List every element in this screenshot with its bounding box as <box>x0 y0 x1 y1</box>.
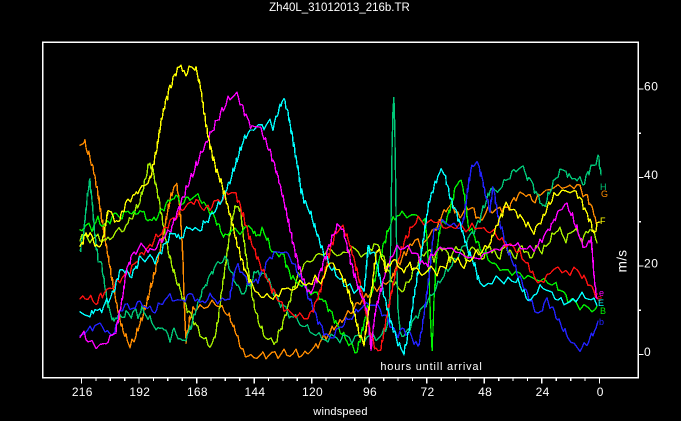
svg-text:0: 0 <box>597 385 604 399</box>
svg-text:192: 192 <box>129 385 150 399</box>
svg-text:E: E <box>598 298 604 308</box>
svg-text:F: F <box>600 216 606 226</box>
svg-text:Zh40L_31012013_216b.TR: Zh40L_31012013_216b.TR <box>269 2 410 14</box>
svg-text:B: B <box>600 306 606 316</box>
svg-text:windspeed: windspeed <box>312 406 367 418</box>
svg-text:b: b <box>599 317 604 327</box>
svg-text:H: H <box>600 182 607 192</box>
svg-text:hours untill arrival: hours untill arrival <box>380 361 482 373</box>
svg-text:168: 168 <box>187 385 208 399</box>
svg-text:72: 72 <box>421 385 435 399</box>
svg-text:m/s: m/s <box>615 250 630 273</box>
svg-text:120: 120 <box>302 385 323 399</box>
svg-text:G: G <box>601 189 608 199</box>
svg-text:0: 0 <box>644 345 651 359</box>
svg-text:e: e <box>599 288 604 298</box>
svg-text:48: 48 <box>478 385 492 399</box>
svg-text:40: 40 <box>644 168 659 182</box>
svg-text:60: 60 <box>644 80 659 94</box>
svg-text:e: e <box>597 293 602 303</box>
svg-text:216: 216 <box>72 385 93 399</box>
svg-text:24: 24 <box>536 385 550 399</box>
svg-text:144: 144 <box>244 385 265 399</box>
svg-text:20: 20 <box>644 257 659 271</box>
svg-text:96: 96 <box>363 385 377 399</box>
